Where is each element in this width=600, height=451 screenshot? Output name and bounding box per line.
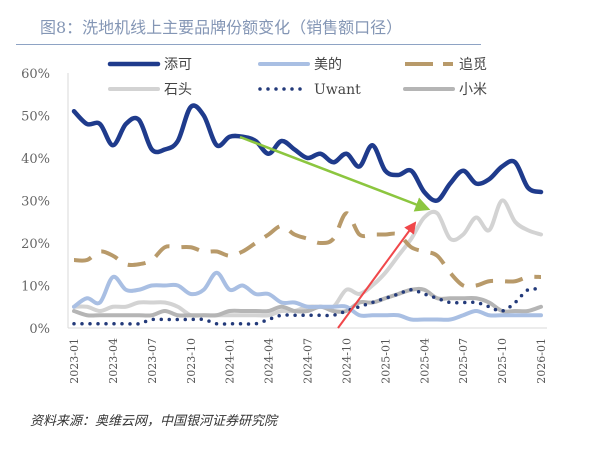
legend-label: 添可 [164, 57, 192, 73]
legend-label: 石头 [164, 82, 192, 98]
y-tick-label: 50% [21, 110, 50, 125]
chart-title: 图8：洗地机线上主要品牌份额变化（销售额口径） [40, 18, 403, 37]
x-tick-label: 2025-01 [379, 338, 392, 384]
series-line-美的 [72, 270, 543, 322]
x-tick-label: 2026-01 [535, 338, 548, 384]
x-tick-label: 2024-10 [340, 338, 353, 384]
legend-label: 美的 [314, 57, 342, 73]
y-tick-label: 10% [21, 280, 50, 295]
legend-label: 追觅 [459, 57, 487, 73]
x-tick-label: 2024-01 [224, 338, 237, 384]
series-line-添可 [71, 103, 544, 203]
series-line-追觅 [73, 211, 542, 289]
x-tick-label: 2024-04 [263, 338, 276, 384]
y-tick-label: 60% [21, 67, 50, 82]
y-tick-label: 30% [21, 195, 50, 210]
title-divider [16, 44, 481, 45]
legend-label: Uwant [314, 82, 361, 98]
legend-label: 小米 [459, 82, 487, 98]
x-tick-label: 2024-07 [302, 338, 315, 384]
annotation-arrow-rise [337, 221, 417, 329]
source-note: 资料来源：奥维云网，中国银河证券研究院 [30, 414, 278, 429]
annotation-arrow-decline [239, 135, 431, 212]
y-tick-label: 0% [29, 322, 50, 337]
x-tick-label: 2025-10 [496, 338, 509, 384]
x-tick-label: 2025-07 [457, 338, 470, 384]
x-tick-label: 2023-10 [185, 338, 198, 384]
x-tick-label: 2023-07 [146, 338, 159, 384]
y-tick-label: 20% [21, 237, 50, 252]
x-tick-label: 2023-04 [107, 338, 120, 384]
x-tick-label: 2023-01 [68, 338, 81, 384]
series-line-小米 [72, 286, 543, 318]
y-tick-label: 40% [21, 152, 50, 167]
x-tick-label: 2025-04 [418, 338, 431, 384]
series-line-Uwant [72, 287, 543, 326]
